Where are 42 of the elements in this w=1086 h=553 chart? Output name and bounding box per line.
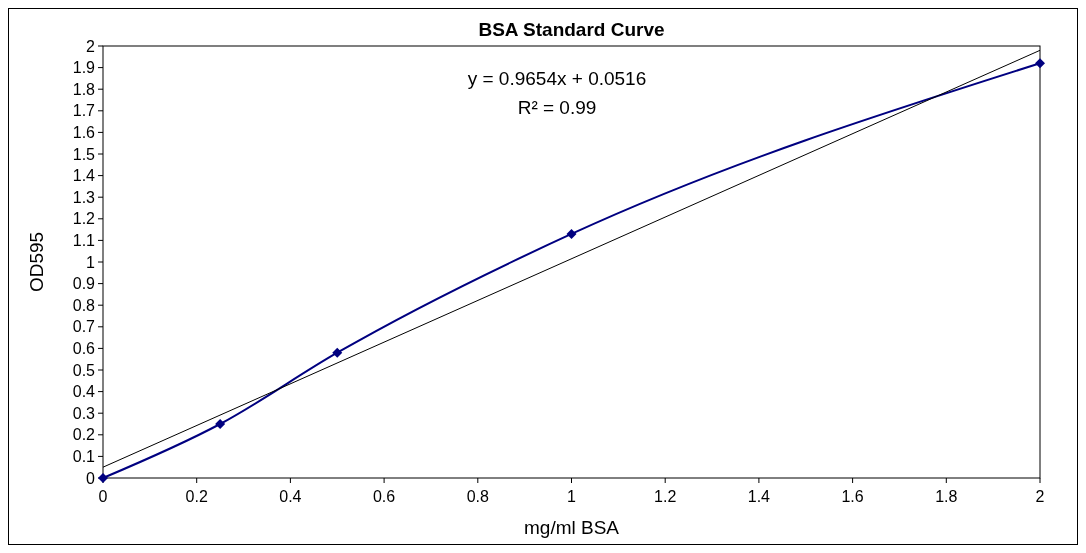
- y-tick-label: 1.2: [72, 210, 96, 228]
- point: [332, 347, 343, 358]
- y-tick-label: 0.5: [72, 361, 96, 379]
- point: [215, 419, 226, 429]
- point: [566, 228, 577, 239]
- x-tick-label: 0.8: [466, 488, 490, 505]
- annotation: y = 0.9654x + 0.0516: [467, 68, 647, 89]
- x-tick-label: 0.4: [279, 488, 302, 505]
- y-tick-label: 0: [86, 469, 96, 487]
- y-tick-label: 0.1: [72, 448, 96, 465]
- x-tick-label: 2: [1035, 488, 1045, 505]
- y-tick-label: 1.4: [72, 167, 96, 185]
- y-tick-label: 0.6: [72, 340, 96, 357]
- y-tick-label: 1.1: [72, 232, 96, 249]
- y-tick-label: 1: [86, 253, 96, 271]
- point: [98, 473, 108, 483]
- y-tick-label: 1.7: [72, 102, 96, 120]
- y-tick-label: 1.3: [72, 188, 96, 206]
- chart-title: BSA Standard Curve: [478, 19, 665, 40]
- x-axis-title: mg/ml BSA: [523, 517, 620, 538]
- x-tick-label: 1.8: [935, 488, 958, 505]
- x-tick-label: 0.2: [185, 488, 208, 505]
- x-tick-label: 1.4: [747, 488, 771, 505]
- y-tick-label: 0.9: [72, 275, 96, 293]
- y-tick-label: 1.5: [72, 145, 96, 163]
- y-axis-title: OD595: [26, 231, 47, 293]
- y-tick-label: 0.4: [72, 383, 96, 401]
- y-tick-label: 1.9: [72, 59, 96, 77]
- x-tick-label: 0.6: [372, 488, 396, 505]
- y-tick-label: 1.6: [72, 124, 96, 141]
- y-tick-label: 0.7: [72, 318, 96, 336]
- x-tick-label: 1.6: [841, 488, 864, 505]
- y-tick-label: 0.3: [72, 404, 96, 422]
- x-tick-label: 1.2: [654, 488, 677, 505]
- x-tick-label: 1: [567, 488, 577, 505]
- point: [1035, 58, 1045, 69]
- x-tick-label: 0: [98, 488, 108, 505]
- y-tick-label: 0.2: [72, 426, 96, 444]
- y-tick-label: 0.8: [72, 296, 96, 314]
- annotation: R² = 0.99: [517, 97, 597, 118]
- y-tick-label: 2: [86, 37, 96, 55]
- y-tick-label: 1.8: [72, 80, 96, 98]
